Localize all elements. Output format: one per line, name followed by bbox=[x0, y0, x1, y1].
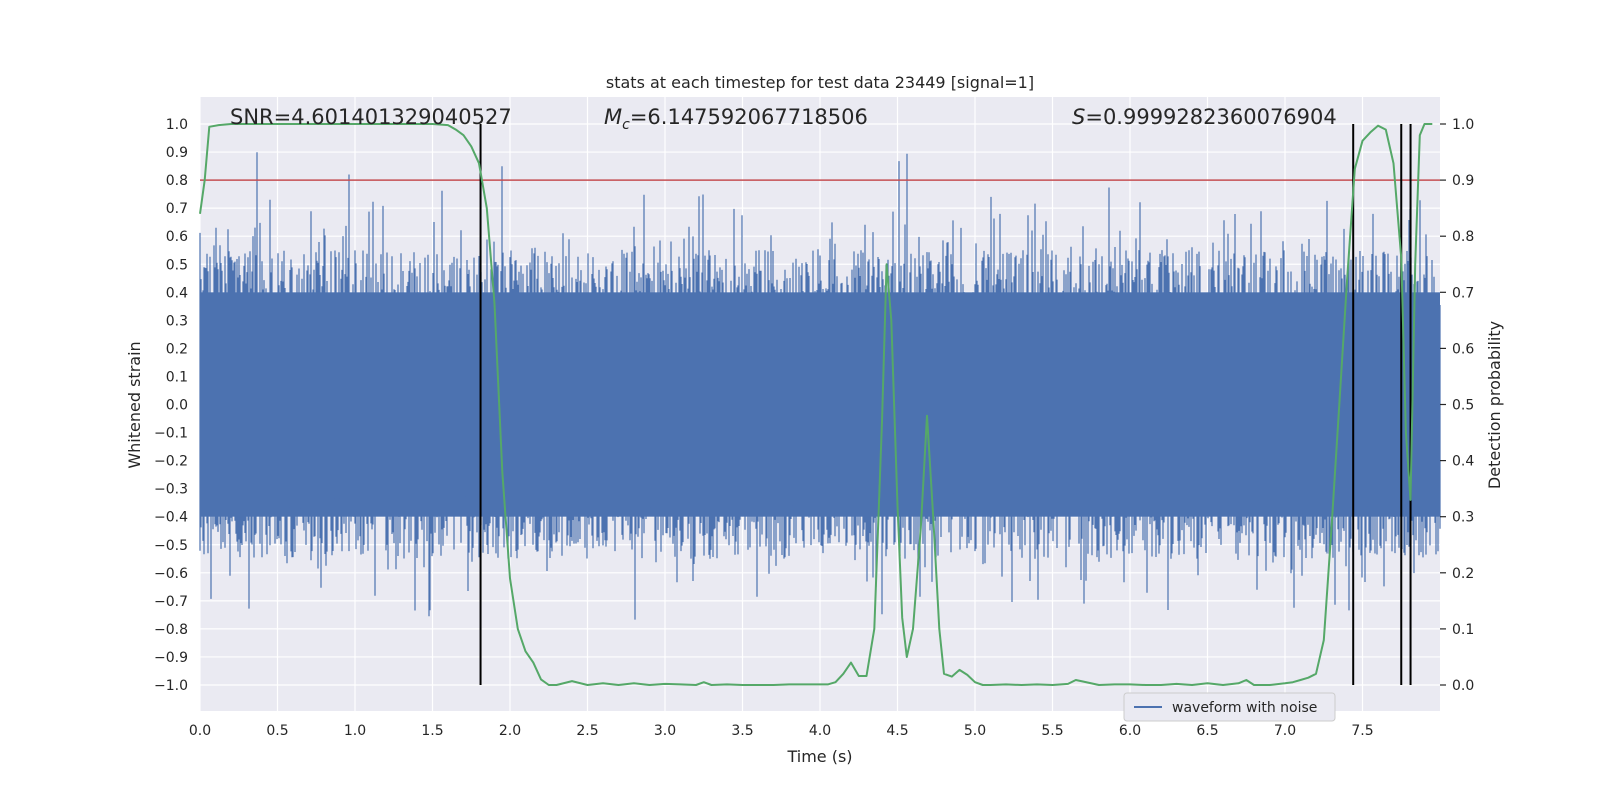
y-tick-label: 0.9 bbox=[166, 145, 188, 161]
x-tick-label: 3.0 bbox=[654, 723, 676, 739]
y-tick-label: −1.0 bbox=[154, 678, 188, 694]
y-tick-label: −0.4 bbox=[154, 510, 188, 526]
y2-tick-label: 0.4 bbox=[1452, 454, 1474, 470]
x-tick-label: 1.0 bbox=[344, 723, 366, 739]
detection-score-symbol: S bbox=[1072, 105, 1085, 129]
waveform-trace bbox=[199, 152, 1441, 620]
y-tick-label: 0.1 bbox=[166, 369, 188, 385]
y2-tick-label: 0.5 bbox=[1452, 398, 1474, 414]
x-tick-label: 3.5 bbox=[731, 723, 753, 739]
y-tick-label: −0.8 bbox=[154, 622, 188, 638]
y-tick-label: 0.7 bbox=[166, 201, 188, 217]
legend-box bbox=[1123, 692, 1336, 722]
x-tick-label: 1.5 bbox=[421, 723, 443, 739]
y2-tick-label: 0.1 bbox=[1452, 622, 1474, 638]
y-axis-label: Whitened strain bbox=[125, 341, 144, 468]
chart-title: stats at each timestep for test data 234… bbox=[606, 73, 1034, 92]
x-tick-label: 7.0 bbox=[1274, 723, 1296, 739]
y2-axis-ticks: 0.0 0.1 0.2 0.3 0.4 0.5 0.6 0.7 0.8 0.9 1.0 bbox=[1440, 117, 1474, 694]
waveform-series bbox=[199, 152, 1441, 620]
y-tick-label: 0.2 bbox=[166, 341, 188, 357]
y2-tick-label: 0.3 bbox=[1452, 510, 1474, 526]
y-tick-label: −0.1 bbox=[154, 426, 188, 442]
y2-tick-label: 0.8 bbox=[1452, 229, 1474, 245]
y-tick-label: −0.7 bbox=[154, 594, 188, 610]
y2-tick-label: 0.9 bbox=[1452, 173, 1474, 189]
y-tick-label: 0.8 bbox=[166, 173, 188, 189]
x-tick-label: 6.5 bbox=[1196, 723, 1218, 739]
legend-label: waveform with noise bbox=[1172, 700, 1317, 716]
y2-tick-label: 0.0 bbox=[1452, 678, 1474, 694]
y-tick-label: 0.0 bbox=[166, 398, 188, 414]
y-tick-label: −0.9 bbox=[154, 650, 188, 666]
vertical-lines bbox=[479, 124, 1412, 685]
x-tick-label: 4.5 bbox=[886, 723, 908, 739]
y-tick-label: 0.4 bbox=[166, 285, 188, 301]
y2-axis-label: Detection probability bbox=[1485, 321, 1504, 489]
probability-series bbox=[199, 123, 1433, 686]
y2-tick-label: 0.7 bbox=[1452, 285, 1474, 301]
x-tick-label: 6.0 bbox=[1119, 723, 1141, 739]
snr-annotation: SNR=4.601401329040527 bbox=[230, 105, 512, 129]
y2-tick-label: 0.6 bbox=[1452, 341, 1474, 357]
y-tick-label: 1.0 bbox=[166, 117, 188, 133]
detection-score-annotation: S=0.9999282360076904 bbox=[1072, 105, 1337, 129]
x-tick-label: 7.5 bbox=[1351, 723, 1373, 739]
legend: waveform with noise bbox=[1123, 692, 1336, 722]
x-tick-label: 2.5 bbox=[576, 723, 598, 739]
x-tick-label: 2.0 bbox=[499, 723, 521, 739]
chirp-mass-symbol: M bbox=[604, 105, 622, 129]
y2-tick-label: 1.0 bbox=[1452, 117, 1474, 133]
y-tick-label: 0.5 bbox=[166, 257, 188, 273]
x-axis-ticks: 0.0 0.5 1.0 1.5 2.0 2.5 3.0 3.5 4.0 4.5 5.0 5.5 6.0 6… bbox=[189, 723, 1374, 739]
probability-line bbox=[199, 123, 1433, 686]
chirp-mass-subscript: c bbox=[622, 117, 630, 133]
x-tick-label: 4.0 bbox=[809, 723, 831, 739]
y-tick-label: 0.6 bbox=[166, 229, 188, 245]
chirp-mass-value: =6.147592067718506 bbox=[630, 105, 868, 129]
x-tick-label: 5.5 bbox=[1041, 723, 1063, 739]
y-tick-label: −0.3 bbox=[154, 482, 188, 498]
y2-tick-label: 0.2 bbox=[1452, 566, 1474, 582]
detection-score-value: =0.9999282360076904 bbox=[1085, 105, 1336, 129]
y-tick-label: −0.5 bbox=[154, 538, 188, 554]
x-tick-label: 0.5 bbox=[266, 723, 288, 739]
y-axis-ticks: −1.0 −0.9 −0.8 −0.7 −0.6 −0.5 −0.4 −0.3 −0.2 −0.1… bbox=[154, 117, 188, 694]
y-tick-label: −0.2 bbox=[154, 454, 188, 470]
x-tick-label: 0.0 bbox=[189, 723, 211, 739]
chirp-mass-annotation: Mc=6.147592067718506 bbox=[604, 105, 868, 133]
y-tick-label: 0.3 bbox=[166, 313, 188, 329]
x-axis-label: Time (s) bbox=[786, 747, 852, 766]
y-tick-label: −0.6 bbox=[154, 566, 188, 582]
x-tick-label: 5.0 bbox=[964, 723, 986, 739]
